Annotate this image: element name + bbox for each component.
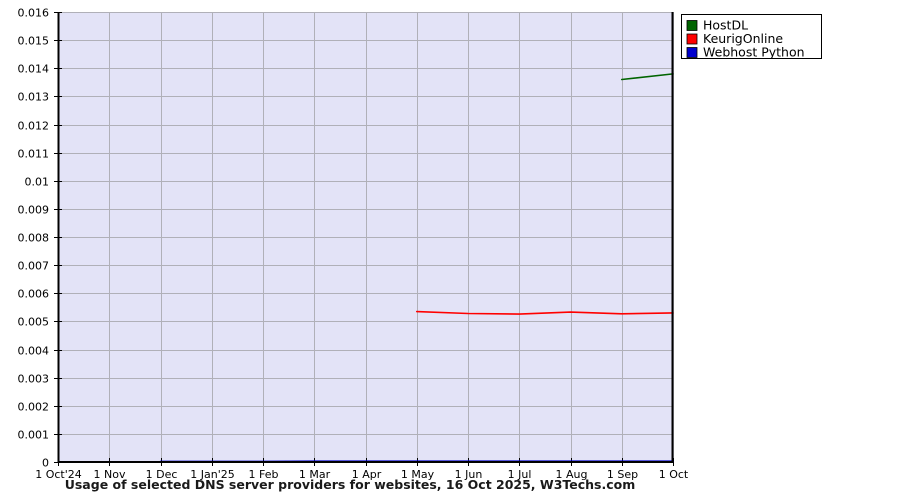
x-tick-label: 1 Sep [607, 468, 638, 481]
series-line-hostdl [620, 73, 674, 81]
x-tick-label: 1 Feb [249, 468, 279, 481]
x-tick-label: 1 Jan'25 [190, 468, 234, 481]
y-tick-label: 0.007 [18, 260, 50, 273]
vertical-gridlines [109, 12, 674, 462]
y-tick-label: 0.012 [18, 120, 50, 133]
y-tick-label: 0.005 [18, 316, 50, 329]
y-axis-tick-labels: 0 0.001 0.002 0.003 0.004 0.005 0.006 0.007 0.00… [18, 7, 50, 470]
legend-label-hostdl: HostDL [703, 18, 748, 33]
x-axis-tick-labels: 1 Oct'24 1 Nov 1 Dec 1 Jan'25 1 Feb 1 Mar 1 Ap… [35, 468, 689, 481]
y-tick-label: 0.003 [18, 373, 50, 386]
x-tick-label: 1 Jul [508, 468, 532, 481]
y-tick-label: 0.008 [18, 232, 50, 245]
series-line-keurigonline [415, 310, 674, 315]
y-tick-label: 0.014 [18, 63, 50, 76]
legend-background [681, 14, 822, 59]
legend-swatch-keurigonline [686, 33, 698, 45]
x-tick-label: 1 Aug [556, 468, 588, 481]
y-tick-label: 0.01 [25, 176, 50, 189]
chart-caption: Usage of selected DNS server providers f… [65, 477, 636, 492]
x-tick-label: 1 Apr [352, 468, 382, 481]
x-tick-label: 1 Nov [94, 468, 126, 481]
y-tick-label: 0.016 [18, 7, 50, 20]
horizontal-gridlines [58, 12, 673, 435]
y-tick-label: 0 [42, 457, 49, 470]
legend-label-keurigonline: KeurigOnline [703, 31, 783, 46]
y-tick-label: 0.015 [18, 35, 50, 48]
legend-label-webhost-python: Webhost Python [703, 45, 805, 60]
x-tick-label: 1 Dec [146, 468, 178, 481]
y-tick-label: 0.006 [18, 288, 50, 301]
legend-swatch-hostdl [686, 20, 698, 31]
y-tick-label: 0.004 [18, 345, 50, 358]
x-tick-label: 1 Oct [659, 468, 689, 481]
x-tick-label: 1 Oct'24 [35, 468, 82, 481]
legend-swatch-webhost-python [686, 47, 698, 58]
y-tick-label: 0.001 [18, 429, 50, 442]
x-tick-label: 1 May [401, 468, 435, 481]
y-tick-label: 0.009 [18, 204, 50, 217]
y-tick-label: 0.013 [18, 91, 50, 104]
x-tick-label: 1 Mar [299, 468, 331, 481]
x-tick-label: 1 Jun [455, 468, 483, 481]
y-tick-label: 0.011 [18, 148, 50, 161]
y-tick-label: 0.002 [18, 401, 50, 414]
